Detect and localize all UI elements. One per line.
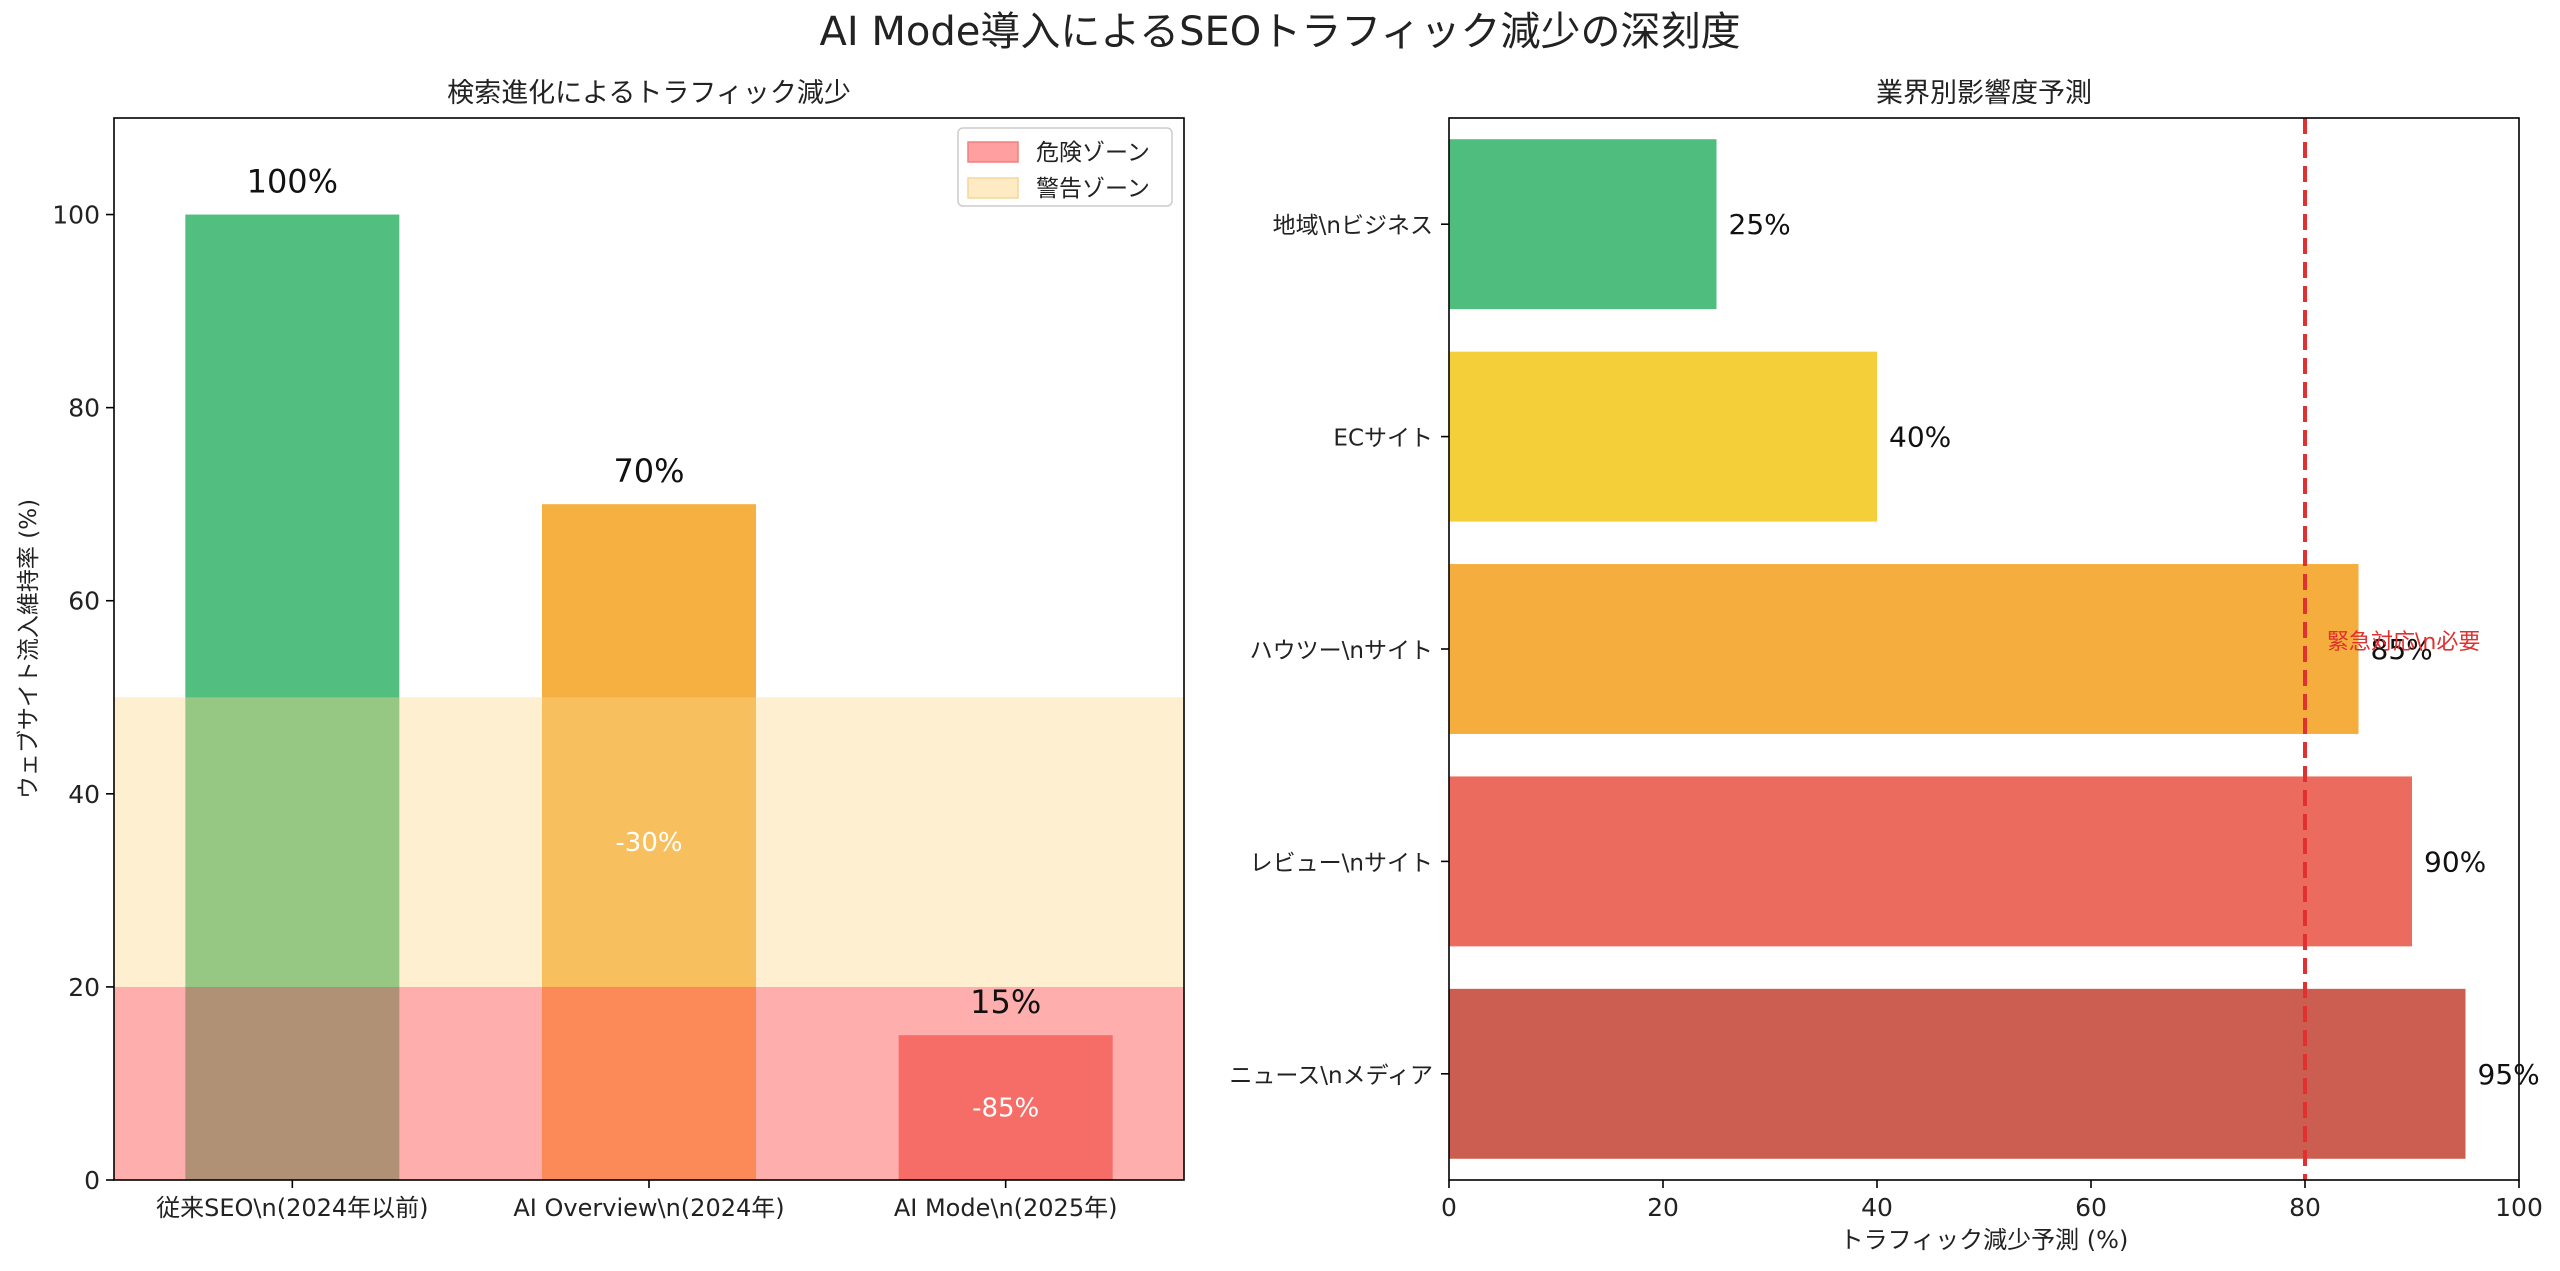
- hbar-value-label: 90%: [2424, 845, 2486, 878]
- y-tick-label: 20: [68, 973, 100, 1002]
- y-tick-label: 60: [68, 587, 100, 616]
- bar-value-label: 100%: [247, 163, 338, 201]
- x-category-label: AI Mode\n(2025年): [894, 1194, 1118, 1222]
- hbar-0: [1449, 988, 2466, 1159]
- x-tick-label: 40: [1861, 1193, 1893, 1222]
- x-axis-label: トラフィック減少予測 (%): [1840, 1226, 2129, 1254]
- y-category-label: ECサイト: [1333, 426, 1433, 452]
- y-tick-label: 0: [84, 1166, 100, 1195]
- y-category-label: ハウツー\nサイト: [1250, 638, 1433, 664]
- legend-swatch-1: [967, 177, 1019, 199]
- y-tick-label: 80: [68, 394, 100, 423]
- y-axis-label: ウェブサイト流入維持率 (%): [16, 499, 42, 799]
- right-chart-title: 業界別影響度予測: [1876, 78, 2092, 109]
- x-tick-label: 100: [2495, 1193, 2543, 1222]
- bar-change-label: -85%: [972, 1094, 1039, 1124]
- bar-value-label: 15%: [970, 983, 1041, 1021]
- legend-swatch-0: [967, 141, 1019, 163]
- hbar-3: [1449, 351, 1877, 522]
- bar-change-label: -30%: [615, 828, 682, 858]
- hbar-1: [1449, 776, 2412, 947]
- hbar-value-label: 25%: [1729, 208, 1791, 241]
- hbar-value-label: 85%: [2371, 633, 2433, 666]
- threshold-label: 緊急対応\n必要: [2327, 630, 2480, 655]
- hbar-value-label: 40%: [1889, 421, 1951, 454]
- y-category-label: ニュース\nメディア: [1229, 1063, 1433, 1089]
- y-tick-label: 100: [52, 201, 100, 230]
- hbar-value-label: 95%: [2478, 1058, 2540, 1091]
- x-category-label: AI Overview\n(2024年): [513, 1194, 784, 1222]
- x-tick-label: 20: [1647, 1193, 1679, 1222]
- y-tick-label: 40: [68, 780, 100, 809]
- x-tick-label: 60: [2075, 1193, 2107, 1222]
- x-tick-label: 0: [1441, 1193, 1457, 1222]
- legend-label: 警告ゾーン: [1036, 176, 1150, 202]
- y-category-label: レビュー\nサイト: [1250, 850, 1433, 876]
- zone-0: [114, 986, 1184, 1180]
- bar-value-label: 70%: [613, 452, 684, 490]
- left-chart-title: 検索進化によるトラフィック減少: [447, 78, 851, 109]
- hbar-2: [1449, 564, 2359, 734]
- y-category-label: 地域\nビジネス: [1273, 213, 1433, 239]
- figure-title: AI Mode導入によるSEOトラフィック減少の深刻度: [819, 9, 1741, 55]
- zone-1: [114, 697, 1184, 987]
- x-category-label: 従来SEO\n(2024年以前): [156, 1194, 428, 1222]
- hbar-4: [1449, 139, 1717, 310]
- x-tick-label: 80: [2289, 1193, 2321, 1222]
- legend-label: 危険ゾーン: [1036, 140, 1150, 166]
